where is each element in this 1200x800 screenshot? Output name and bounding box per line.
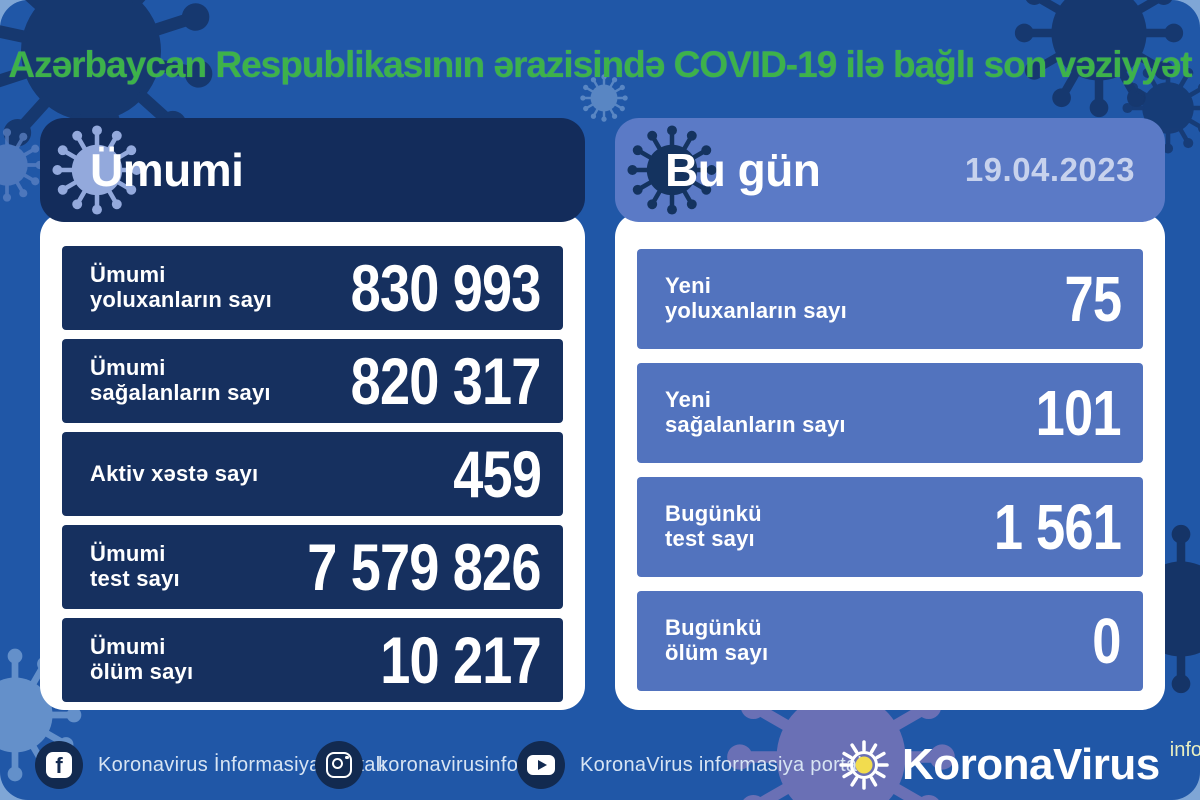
stat-value: 7 579 826 <box>307 530 542 604</box>
facebook-icon: f <box>35 741 83 789</box>
today-stats-panel: Bu gün 19.04.2023 Yeni yoluxanların sayı… <box>615 118 1165 710</box>
stat-value: 1 561 <box>993 491 1122 563</box>
stat-label: Ümumi test sayı <box>90 541 180 591</box>
youtube-label: KoronaVirus informasiya portalı <box>580 753 868 776</box>
virus-decoration <box>0 128 44 202</box>
stat-row-new-recovered: Yeni sağalanların sayı 101 <box>637 363 1143 463</box>
page-title: Azərbaycan Respublikasının ərazisində CO… <box>8 44 1192 85</box>
stat-label: Yeni sağalanların sayı <box>665 387 846 437</box>
total-rows: Ümumi yoluxanların sayı 830 993 Ümumi sa… <box>62 213 563 710</box>
stat-label: Aktiv xəstə sayı <box>90 460 259 486</box>
footer: f Koronavirus İnformasiya Portalı korona… <box>0 730 1200 800</box>
stat-row-today-deaths: Bugünkü ölüm sayı 0 <box>637 591 1143 691</box>
stat-label: Bugünkü ölüm sayı <box>665 615 769 665</box>
stat-value: 0 <box>1092 605 1122 677</box>
stat-label: Yeni yoluxanların sayı <box>665 273 847 323</box>
brand-suffix: info <box>1169 739 1200 761</box>
stat-label: Ümumi ölüm sayı <box>90 634 194 684</box>
instagram-label: koronavirusinfoaz <box>378 753 540 776</box>
total-panel-header: Ümumi <box>40 118 585 222</box>
stat-value: 101 <box>1035 377 1122 449</box>
stat-value: 820 317 <box>351 344 542 418</box>
today-panel-title: Bu gün <box>665 144 821 196</box>
stat-row-new-infected: Yeni yoluxanların sayı 75 <box>637 249 1143 349</box>
stat-row-total-deaths: Ümumi ölüm sayı 10 217 <box>62 618 563 702</box>
stat-value: 75 <box>1064 263 1122 335</box>
stat-row-total-infected: Ümumi yoluxanların sayı 830 993 <box>62 246 563 330</box>
stat-row-today-tests: Bugünkü test sayı 1 561 <box>637 477 1143 577</box>
stat-row-total-recovered: Ümumi sağalanların sayı 820 317 <box>62 339 563 423</box>
stat-row-active-cases: Aktiv xəstə sayı 459 <box>62 432 563 516</box>
stat-label: Ümumi sağalanların sayı <box>90 355 271 405</box>
today-panel-header: Bu gün 19.04.2023 <box>615 118 1165 222</box>
koronavirus-info-logo: KoronaVirus info <box>836 737 1200 793</box>
stat-value: 459 <box>453 437 542 511</box>
youtube-link[interactable]: KoronaVirus informasiya portalı <box>517 741 868 789</box>
today-rows: Yeni yoluxanların sayı 75 Yeni sağalanla… <box>637 213 1143 710</box>
youtube-icon <box>517 741 565 789</box>
stat-value: 10 217 <box>380 623 541 697</box>
brand-name: KoronaVirus <box>902 740 1160 789</box>
facebook-label: Koronavirus İnformasiya Portalı <box>98 753 387 776</box>
stat-label: Bugünkü test sayı <box>665 501 762 551</box>
stat-row-total-tests: Ümumi test sayı 7 579 826 <box>62 525 563 609</box>
sun-virus-icon <box>836 737 892 793</box>
instagram-icon <box>315 741 363 789</box>
instagram-link[interactable]: koronavirusinfoaz <box>315 741 540 789</box>
stat-label: Ümumi yoluxanların sayı <box>90 262 272 312</box>
report-date: 19.04.2023 <box>964 151 1135 188</box>
stat-value: 830 993 <box>351 251 542 325</box>
total-panel-title: Ümumi <box>90 144 244 196</box>
total-stats-panel: Ümumi Ümumi yoluxanların sayı 830 993 Üm… <box>40 118 585 710</box>
